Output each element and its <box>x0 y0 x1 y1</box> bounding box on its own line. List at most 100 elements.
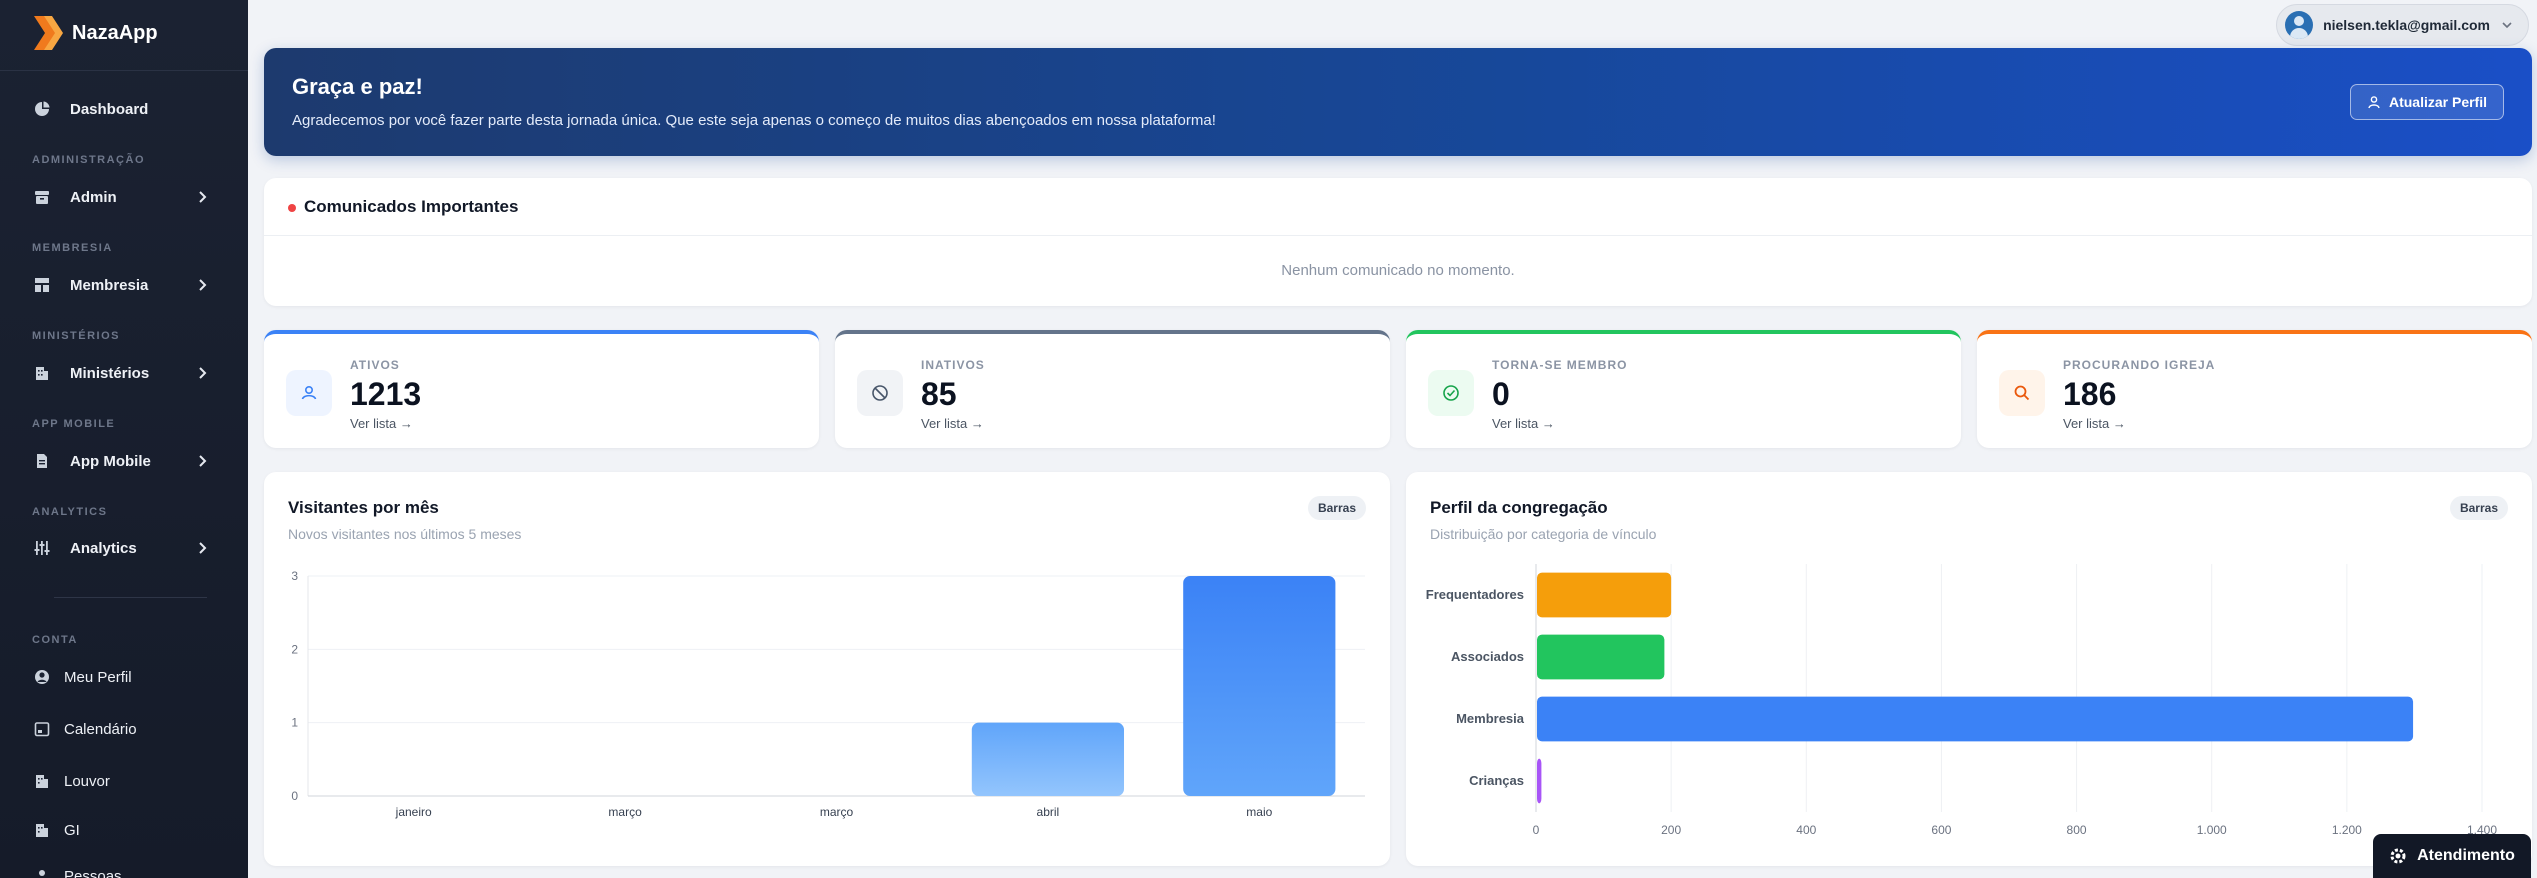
dashboard-grid-icon <box>34 277 50 293</box>
stat-value: 85 <box>921 376 957 412</box>
y-tick-label: Membresia <box>1456 711 1525 726</box>
app-name: NazaApp <box>72 21 158 44</box>
stat-label: PROCURANDO IGREJA <box>2063 358 2216 372</box>
chart-type-badge[interactable]: Barras <box>2449 496 2508 520</box>
brand[interactable]: NazaApp <box>32 14 158 52</box>
person-icon <box>34 868 50 878</box>
stat-value: 0 <box>1492 376 1510 412</box>
y-tick-label: Frequentadores <box>1426 587 1524 602</box>
chart-title: Perfil da congregação <box>1430 498 1608 517</box>
alert-dot-icon <box>288 204 296 212</box>
banner-subtitle: Agradecemos por você fazer parte desta j… <box>292 112 1216 129</box>
section-analytics: ANALYTICS <box>32 506 108 518</box>
stat-value: 1213 <box>350 376 422 412</box>
sidebar-item-label: Membresia <box>70 276 149 294</box>
y-tick-label: 0 <box>291 789 298 803</box>
bar <box>971 722 1125 796</box>
sidebar-item-label: Meu Perfil <box>64 668 132 686</box>
visitors-bar-chart: 0 1 2 3 janeiro março março abril maio <box>291 569 1365 819</box>
logo-icon <box>34 16 63 50</box>
x-tick-label: 1.200 <box>2332 823 2362 837</box>
archive-icon <box>34 189 50 205</box>
user-menu[interactable]: nielsen.tekla@gmail.com <box>2276 4 2529 46</box>
sidebar-item-label: GI <box>64 821 80 839</box>
sidebar-item-label: Calendário <box>64 720 137 738</box>
y-tick-label: 3 <box>291 569 298 583</box>
section-ministerios: MINISTÉRIOS <box>32 330 121 342</box>
search-icon <box>1999 370 2045 416</box>
sidebar-item-gi[interactable]: GI <box>34 816 80 844</box>
sidebar-item-pessoas[interactable]: Pessoas <box>34 862 122 878</box>
congregation-chart-card: Perfil da congregação Distribuição por c… <box>1406 472 2532 866</box>
divider <box>0 70 248 71</box>
x-tick-label: março <box>608 805 642 819</box>
bar <box>1537 758 1542 804</box>
users-icon <box>286 370 332 416</box>
sidebar-item-label: Admin <box>70 188 117 206</box>
update-profile-button[interactable]: Atualizar Perfil <box>2349 84 2504 120</box>
x-tick-label: 800 <box>2067 823 2087 837</box>
stat-card-ativos: ATIVOS 1213 Ver lista → <box>264 330 819 448</box>
sidebar: NazaApp Dashboard ADMINISTRAÇÃO Admin ME… <box>0 0 248 878</box>
chart-type-badge[interactable]: Barras <box>1307 496 1366 520</box>
bar <box>1537 572 1672 618</box>
view-list-link[interactable]: Ver lista → <box>350 416 413 431</box>
stat-value: 186 <box>2063 376 2117 412</box>
sidebar-item-ministerios[interactable]: Ministérios <box>34 358 214 388</box>
y-tick-label: Associados <box>1451 649 1524 664</box>
y-tick-label: 1 <box>291 716 298 730</box>
congregation-bar-chart: 0 200 400 600 800 1.000 1.200 1.400 Frequentador… <box>1426 564 2497 837</box>
section-administracao: ADMINISTRAÇÃO <box>32 154 145 166</box>
support-label: Atendimento <box>2417 847 2515 864</box>
bar <box>1183 576 1336 796</box>
sidebar-item-label: Analytics <box>70 539 137 557</box>
view-list-link[interactable]: Ver lista → <box>2063 416 2126 431</box>
section-app-mobile: APP MOBILE <box>32 418 116 430</box>
user-circle-icon <box>34 669 50 685</box>
stat-label: ATIVOS <box>350 358 400 372</box>
sidebar-item-calendario[interactable]: Calendário <box>34 715 137 743</box>
stat-card-inativos: INATIVOS 85 Ver lista → <box>835 330 1390 448</box>
block-icon <box>857 370 903 416</box>
sidebar-item-label: App Mobile <box>70 452 151 470</box>
sidebar-item-label: Louvor <box>64 772 110 790</box>
pie-chart-icon <box>34 101 50 117</box>
view-list-link[interactable]: Ver lista → <box>921 416 984 431</box>
building-icon <box>34 365 50 381</box>
x-tick-label: maio <box>1246 805 1272 819</box>
building-icon <box>34 773 50 789</box>
chevron-right-icon <box>199 455 207 467</box>
sidebar-item-dashboard[interactable]: Dashboard <box>34 94 214 124</box>
x-tick-label: 1.000 <box>2197 823 2227 837</box>
announcements-card: Comunicados Importantes Nenhum comunicad… <box>264 178 2532 306</box>
chevron-down-icon <box>2502 22 2512 29</box>
chevron-right-icon <box>199 191 207 203</box>
sidebar-item-meu-perfil[interactable]: Meu Perfil <box>34 663 132 691</box>
document-icon <box>34 453 50 469</box>
y-tick-label: Crianças <box>1469 773 1524 788</box>
banner-title: Graça e paz! <box>292 74 423 99</box>
sidebar-item-label: Pessoas <box>64 867 122 878</box>
support-button[interactable]: Atendimento <box>2373 834 2531 878</box>
visitors-chart-card: Visitantes por mês Novos visitantes nos … <box>264 472 1390 866</box>
x-tick-label: 400 <box>1796 823 1816 837</box>
x-tick-label: 200 <box>1661 823 1681 837</box>
chart-subtitle: Distribuição por categoria de vínculo <box>1430 526 1657 542</box>
chevron-right-icon <box>199 279 207 291</box>
announcements-title: Comunicados Importantes <box>304 197 519 216</box>
x-tick-label: 0 <box>1533 823 1540 837</box>
bar <box>1537 696 2414 742</box>
user-email: nielsen.tekla@gmail.com <box>2323 17 2490 33</box>
user-icon <box>2368 96 2380 109</box>
x-tick-label: janeiro <box>395 805 432 819</box>
sidebar-item-admin[interactable]: Admin <box>34 182 214 212</box>
sidebar-item-membresia[interactable]: Membresia <box>34 270 214 300</box>
stat-label: TORNA-SE MEMBRO <box>1492 358 1628 372</box>
view-list-link[interactable]: Ver lista → <box>1492 416 1555 431</box>
sidebar-item-louvor[interactable]: Louvor <box>34 767 110 795</box>
sidebar-item-app-mobile[interactable]: App Mobile <box>34 446 214 476</box>
stat-card-procurando-igreja: PROCURANDO IGREJA 186 Ver lista → <box>1977 330 2532 448</box>
x-tick-label: 600 <box>1931 823 1951 837</box>
bar <box>1537 634 1665 680</box>
sidebar-item-analytics[interactable]: Analytics <box>34 533 214 563</box>
